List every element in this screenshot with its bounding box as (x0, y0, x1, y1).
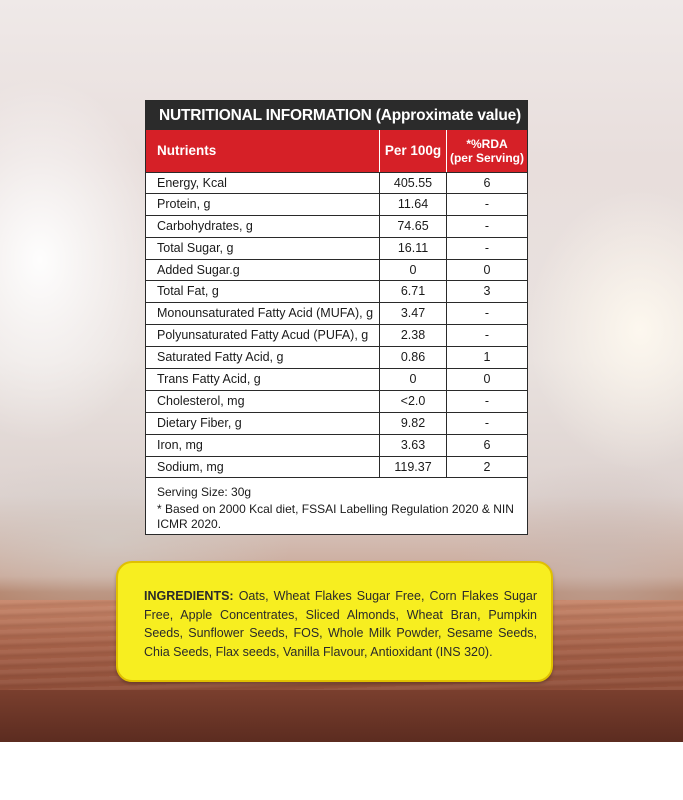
table-row: Energy, Kcal 405.55 6 (146, 172, 527, 194)
rda-value: - (484, 240, 490, 255)
per-100g-value: 0 (380, 369, 447, 390)
table-row: Saturated Fatty Acid, g 0.86 1 (146, 347, 527, 370)
per-100g-value: 11.64 (380, 193, 447, 215)
rda-value: - (484, 393, 490, 408)
nutrition-panel: NUTRITIONAL INFORMATION (Approximate val… (145, 100, 528, 535)
rda-value: 3 (483, 284, 491, 299)
nutrient-name: Cholesterol, mg (146, 390, 380, 412)
nutrient-name: Carbohydrates, g (146, 215, 380, 237)
serving-size: Serving Size: 30g (157, 485, 252, 499)
wooden-table-edge (0, 690, 683, 742)
nutrient-name: Trans Fatty Acid, g (146, 369, 380, 390)
per-100g-value: 3.63 (380, 434, 447, 456)
ingredients-label: INGREDIENTS: (144, 589, 234, 603)
per-100g-value: 119.37 (380, 456, 447, 478)
ingredients-box: INGREDIENTS: Oats, Wheat Flakes Sugar Fr… (116, 561, 553, 682)
per-100g-value: 16.11 (380, 237, 447, 259)
header-per-100g: Per 100g (380, 130, 447, 172)
rda-value: 2 (483, 459, 491, 474)
table-row: Cholesterol, mg <2.0 - (146, 390, 527, 413)
header-rda: *%RDA (per Serving) (447, 130, 527, 172)
table-row: Total Sugar, g 16.11 - (146, 237, 527, 260)
rda-value: 0 (483, 372, 491, 387)
nutrient-name: Energy, Kcal (146, 173, 380, 193)
table-row: Dietary Fiber, g 9.82 - (146, 412, 527, 435)
nutrient-name: Sodium, mg (146, 456, 380, 478)
table-row: Total Fat, g 6.71 3 (146, 281, 527, 304)
table-row: Polyunsaturated Fatty Acud (PUFA), g 2.38… (146, 325, 527, 348)
header-nutrients: Nutrients (146, 130, 380, 172)
nutrient-name: Total Fat, g (146, 281, 380, 303)
nutrient-name: Added Sugar.g (146, 259, 380, 281)
nutrient-name: Polyunsaturated Fatty Acud (PUFA), g (146, 325, 380, 347)
nutrient-name: Dietary Fiber, g (146, 412, 380, 434)
nutrient-name: Monounsaturated Fatty Acid (MUFA), g (146, 303, 380, 325)
nutrient-name: Protein, g (146, 193, 380, 215)
rda-value: - (484, 306, 490, 321)
notes: Serving Size: 30g * Based on 2000 Kcal d… (157, 485, 519, 534)
table-row: Iron, mg 3.63 6 (146, 434, 527, 457)
nutrition-title: NUTRITIONAL INFORMATION (Approximate val… (146, 101, 527, 130)
per-100g-value: 3.47 (380, 303, 447, 325)
header-rda-line1: *%RDA (466, 137, 508, 151)
rda-value: - (484, 415, 490, 430)
table-row: Protein, g 11.64 - (146, 193, 527, 216)
per-100g-value: 2.38 (380, 325, 447, 347)
rda-value: 0 (483, 262, 491, 277)
per-100g-value: 6.71 (380, 281, 447, 303)
nutrient-name: Saturated Fatty Acid, g (146, 347, 380, 369)
rda-value: - (484, 218, 490, 233)
rda-value: 6 (483, 176, 491, 190)
table-row: Added Sugar.g 0 0 (146, 259, 527, 282)
per-100g-value: <2.0 (380, 390, 447, 412)
ingredients-text: Oats, Wheat Flakes Sugar Free, Corn Flak… (144, 589, 537, 659)
per-100g-value: 0.86 (380, 347, 447, 369)
table-row: Carbohydrates, g 74.65 - (146, 215, 527, 238)
table-row: Sodium, mg 119.37 2 (146, 456, 527, 479)
nutrient-name: Total Sugar, g (146, 237, 380, 259)
per-100g-value: 405.55 (380, 173, 447, 193)
nutrition-rows: Energy, Kcal 405.55 6 Protein, g 11.64- Carbo… (146, 172, 527, 479)
nutrient-name: Iron, mg (146, 434, 380, 456)
bottom-margin (0, 742, 683, 800)
rda-value: - (484, 196, 490, 211)
table-row: Monounsaturated Fatty Acid (MUFA), g 3.47… (146, 303, 527, 326)
rda-value: 6 (483, 437, 491, 452)
footnote: * Based on 2000 Kcal diet, FSSAI Labelli… (157, 502, 514, 531)
per-100g-value: 9.82 (380, 412, 447, 434)
per-100g-value: 74.65 (380, 215, 447, 237)
header-rda-line2: (per Serving) (449, 151, 524, 165)
rda-value: 1 (483, 350, 491, 365)
rda-value: - (484, 328, 490, 343)
per-100g-value: 0 (380, 259, 447, 281)
